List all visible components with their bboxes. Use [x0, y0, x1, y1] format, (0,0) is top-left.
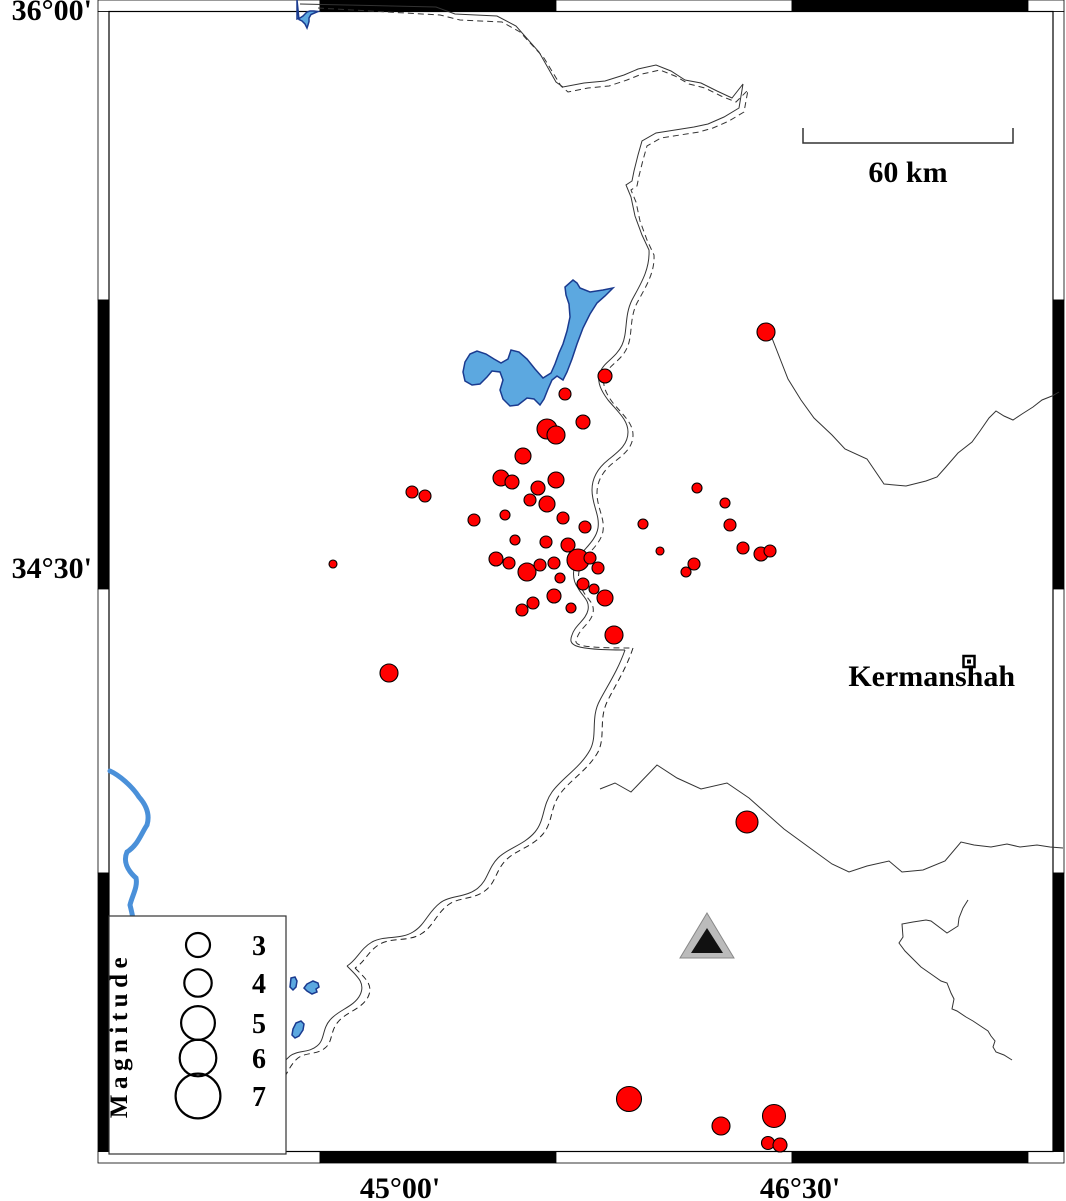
svg-text:60 km: 60 km	[868, 156, 947, 189]
svg-text:6: 6	[252, 1044, 266, 1075]
svg-text:36°00': 36°00'	[12, 0, 92, 27]
svg-text:5: 5	[252, 1009, 266, 1040]
svg-text:7: 7	[252, 1082, 266, 1113]
svg-text:3: 3	[252, 931, 266, 962]
svg-text:4: 4	[252, 969, 266, 1000]
svg-text:34°30': 34°30'	[12, 552, 92, 585]
svg-text:46°30': 46°30'	[760, 1172, 840, 1201]
svg-text:Magnitude: Magnitude	[106, 952, 133, 1118]
svg-text:45°00': 45°00'	[360, 1172, 440, 1201]
svg-text:Kermanshah: Kermanshah	[848, 660, 1015, 693]
